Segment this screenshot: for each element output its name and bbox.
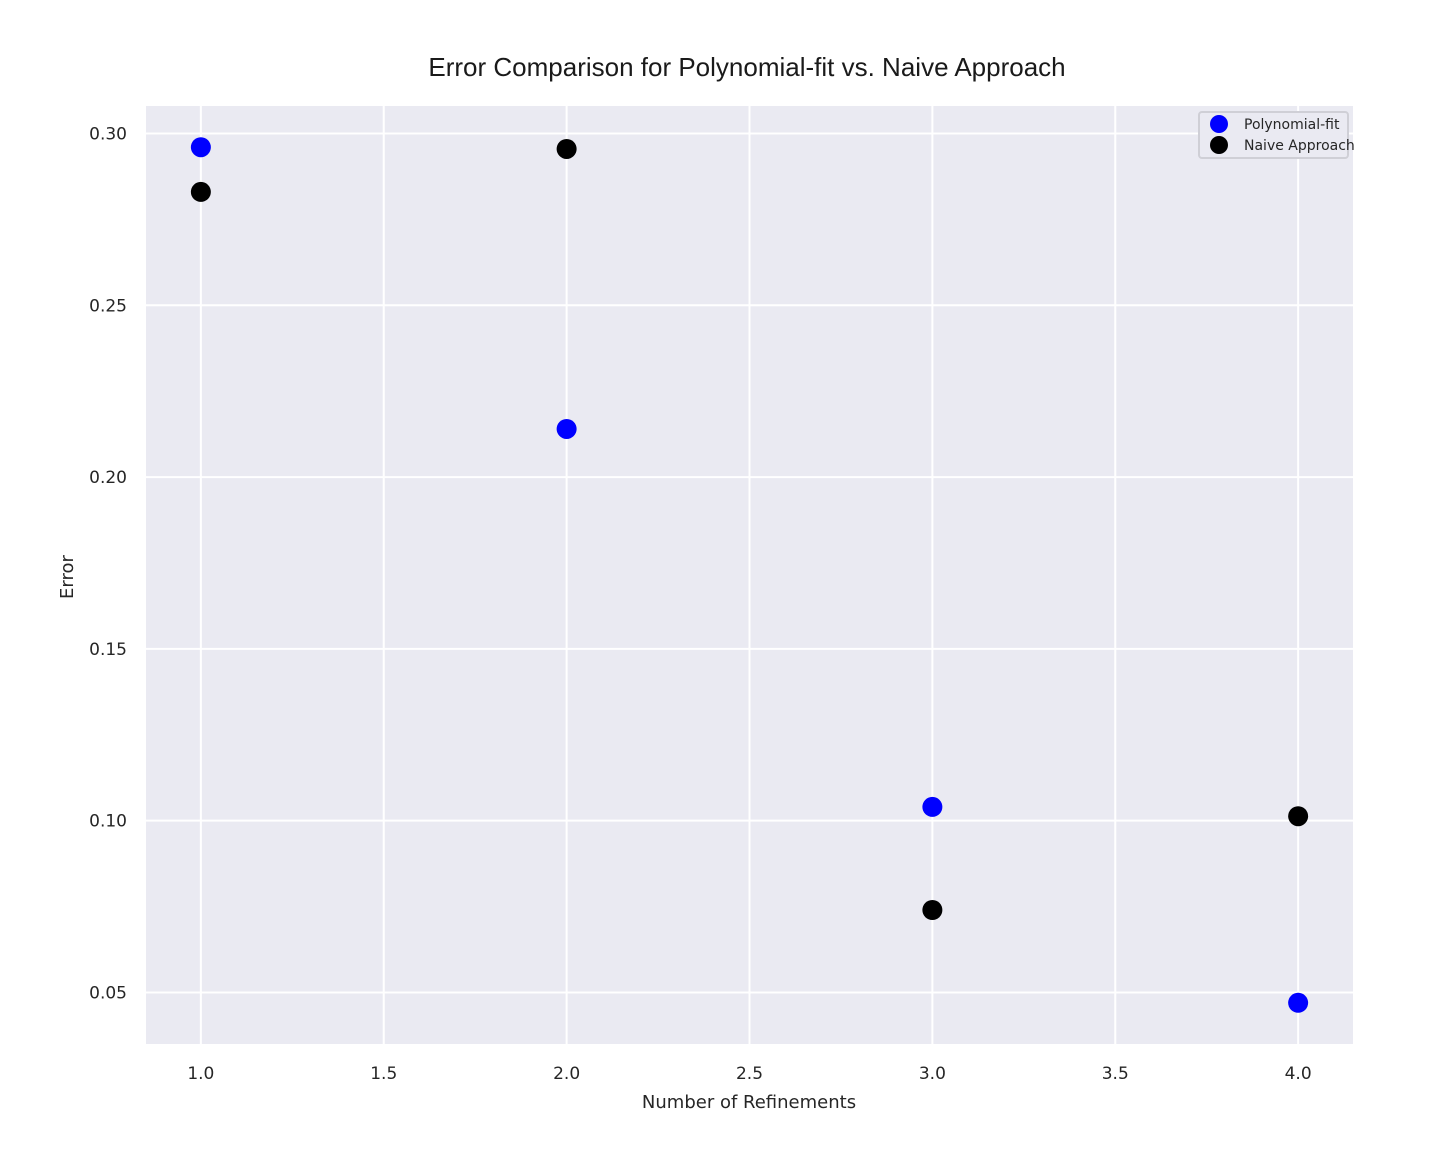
- y-tick-label: 0.20: [89, 468, 127, 488]
- point-series-1-3: [1288, 806, 1309, 827]
- chart-title: Error Comparison for Polynomial-fit vs. …: [428, 52, 1065, 82]
- x-tick-label: 4.0: [1285, 1064, 1312, 1084]
- x-axis-ticks: 1.0 1.5 2.0 2.5 3.0 3.5 4.0: [187, 1064, 1311, 1084]
- x-axis-label: Number of Refinements: [642, 1092, 856, 1113]
- y-tick-label: 0.30: [89, 124, 127, 144]
- y-tick-label: 0.25: [89, 296, 127, 316]
- point-series-0-0: [190, 137, 211, 158]
- x-tick-label: 3.0: [919, 1064, 946, 1084]
- x-tick-label: 2.0: [553, 1064, 580, 1084]
- point-series-0-1: [556, 418, 577, 439]
- x-tick-label: 3.5: [1102, 1064, 1129, 1084]
- point-series-0-3: [1288, 992, 1309, 1013]
- x-tick-label: 1.0: [187, 1064, 214, 1084]
- point-series-1-0: [190, 181, 211, 202]
- y-axis-label: Error: [57, 554, 78, 598]
- x-tick-label: 1.5: [370, 1064, 397, 1084]
- legend: Polynomial-fit Naive Approach: [1198, 111, 1355, 159]
- point-series-1-2: [922, 900, 943, 920]
- y-axis-ticks: 0.05 0.10 0.15 0.20 0.25 0.30: [89, 124, 127, 1003]
- y-tick-label: 0.05: [89, 983, 127, 1003]
- legend-marker: [1210, 115, 1228, 133]
- y-tick-label: 0.15: [89, 640, 127, 660]
- legend-marker: [1210, 136, 1228, 154]
- legend-frame: [1198, 111, 1349, 159]
- legend-label: Naive Approach: [1244, 138, 1355, 154]
- point-series-0-2: [922, 796, 943, 817]
- grid-lines: [146, 106, 1353, 1044]
- x-tick-label: 2.5: [736, 1064, 763, 1084]
- legend-label: Polynomial-fit: [1244, 117, 1340, 133]
- point-series-1-1: [556, 138, 577, 159]
- y-tick-label: 0.10: [89, 812, 127, 832]
- data-points: [190, 137, 1309, 1013]
